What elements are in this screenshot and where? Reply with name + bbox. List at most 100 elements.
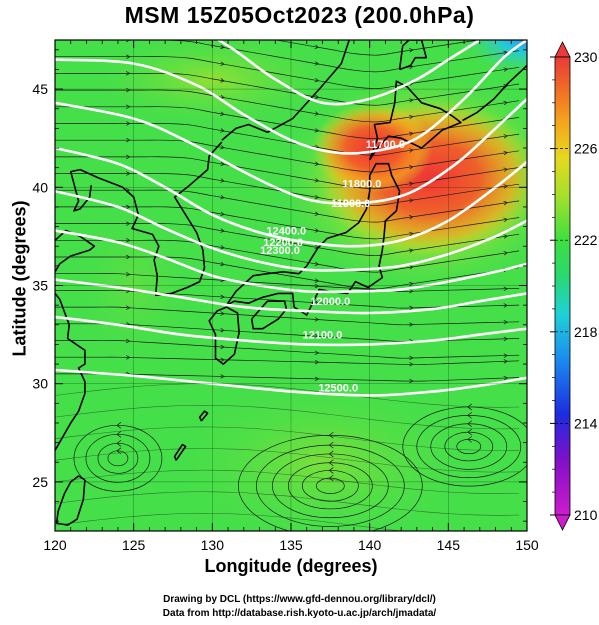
streamline-south-23.9 — [55, 491, 520, 516]
coastline-sakhalin — [398, 40, 428, 71]
contour-label-12400.0: 12400.0 — [266, 225, 306, 237]
streamline-arrow — [503, 100, 509, 106]
y-tick-label-25: 25 — [32, 474, 48, 490]
streamline-arrow — [503, 150, 509, 156]
coastline-taiwan — [55, 475, 86, 526]
streamline-swirl-arrow — [328, 431, 334, 439]
streamline-arrow — [314, 278, 320, 283]
streamline-arrow — [314, 128, 320, 133]
colorbar-scale — [554, 56, 571, 516]
streamline-arrow — [126, 204, 131, 210]
streamline-westerly-8 — [55, 239, 520, 273]
y-axis-label: Latitude (degrees) — [9, 200, 30, 357]
streamline-arrow — [409, 215, 414, 220]
streamline-arrow — [314, 261, 320, 267]
streamline-westerly-19 — [55, 56, 520, 89]
contour-11900.0 — [55, 97, 527, 205]
x-axis-label: Longitude (degrees) — [204, 556, 378, 576]
streamline-swirl-2-3 — [73, 424, 163, 492]
streamline-south-28.3 — [55, 405, 520, 430]
streamline-arrow — [314, 317, 320, 322]
contour-12300.0 — [55, 278, 527, 315]
contour-12100.0 — [55, 189, 527, 272]
streamline-arrow — [409, 355, 414, 361]
streamline-arrow — [409, 98, 414, 103]
streamline-arrow — [409, 305, 414, 311]
contour-12400.0 — [55, 315, 527, 347]
coastline-shikoku — [250, 300, 288, 330]
streamline-arrow — [503, 336, 509, 342]
streamline-arrow — [126, 5, 130, 9]
streamline-westerly-10 — [55, 206, 520, 240]
streamline-arrow — [220, 28, 224, 32]
streamline-arrow — [409, 164, 414, 170]
contour-label-11700.0: 11700.0 — [366, 139, 405, 151]
contour-12000.0 — [55, 146, 527, 248]
streamline-arrow — [220, 78, 225, 83]
streamline-arrow — [314, 194, 320, 200]
coastline-china-coast — [69, 168, 123, 212]
streamline-arrow — [503, 184, 509, 189]
streamline-swirl-0-3 — [271, 453, 389, 519]
streamline-arrow — [220, 195, 225, 200]
streamline-swirl-arrow — [116, 422, 122, 429]
streamline-swirl-1-1 — [444, 431, 494, 462]
streamline-westerly-9 — [55, 223, 520, 256]
plot-area: 11700.0 11800.0 11900.0 12000.0 12100.0 12200… — [55, 5, 527, 531]
streamline-arrow — [503, 50, 509, 56]
streamline-arrow — [314, 376, 320, 382]
streamline-swirl-0-2 — [287, 462, 373, 510]
contour-label-11800.0: 11800.0 — [342, 178, 381, 190]
y-tick-label-30: 30 — [32, 376, 48, 392]
streamline-arrow — [314, 178, 320, 183]
streamline-swirl-1-0 — [456, 438, 482, 455]
streamline-arrow — [220, 211, 225, 217]
streamline-arrow — [220, 178, 225, 183]
colorbar-bottom-arrow — [554, 514, 571, 531]
streamline-arrow — [409, 288, 414, 294]
contour-12200.0 — [55, 229, 527, 294]
streamline-arrow — [125, 338, 131, 344]
streamline-arrow — [126, 154, 131, 160]
coastline-china-russia — [221, 40, 350, 141]
streamline-arrow — [503, 375, 509, 381]
cool-region-ne — [460, 40, 527, 77]
colorbar-top-arrow — [554, 41, 571, 58]
streamline-arrow — [220, 161, 225, 167]
streamline-south-27.2 — [55, 426, 520, 451]
streamline-arrow — [126, 54, 131, 59]
streamline-arrow — [220, 374, 225, 379]
credit-drawing: Drawing by DCL (https://www.gfd-dennou.o… — [163, 594, 436, 605]
streamline-arrow — [314, 283, 320, 289]
streamline-arrow — [503, 167, 509, 172]
contour-label-12200.0: 12200.0 — [263, 237, 303, 249]
streamline-south-29.4 — [55, 383, 520, 408]
x-tick-label-130: 130 — [201, 537, 225, 553]
streamline-swirl-2-2 — [85, 433, 151, 483]
contour-labels: 11700.0 11800.0 11900.0 12000.0 12100.0 12200… — [260, 139, 405, 395]
streamline-arrow — [503, 234, 509, 239]
streamline-arrow — [409, 322, 414, 327]
x-tick-label-135: 135 — [279, 537, 303, 553]
y-tick-label-45: 45 — [32, 81, 48, 97]
streamline-arrow — [220, 44, 225, 50]
streamline-arrow — [220, 344, 225, 350]
streamline-arrow — [503, 286, 509, 292]
streamline-arrow — [314, 211, 320, 216]
streamline-arrow — [125, 272, 131, 277]
streamline-westerly-4 — [55, 306, 520, 326]
colorbar-label-222: 222 — [574, 232, 598, 248]
coastline-kuril — [462, 64, 527, 122]
streamline-arrow — [504, 18, 508, 22]
streamline-swirl-arrow — [116, 431, 122, 438]
streamline-arrow — [314, 161, 320, 166]
streamline-westerly-18 — [55, 72, 520, 106]
streamline-arrow — [503, 67, 509, 72]
streamline-arrow — [409, 362, 414, 367]
streamline-swirl-0-1 — [301, 470, 359, 502]
streamline-swirl-arrow — [328, 441, 334, 449]
streamline-arrow — [409, 248, 414, 253]
page-title: MSM 15Z05Oct2023 (200.0hPa) — [124, 2, 475, 28]
streamline-arrow — [504, 34, 508, 38]
y-tick-label-40: 40 — [32, 179, 48, 195]
